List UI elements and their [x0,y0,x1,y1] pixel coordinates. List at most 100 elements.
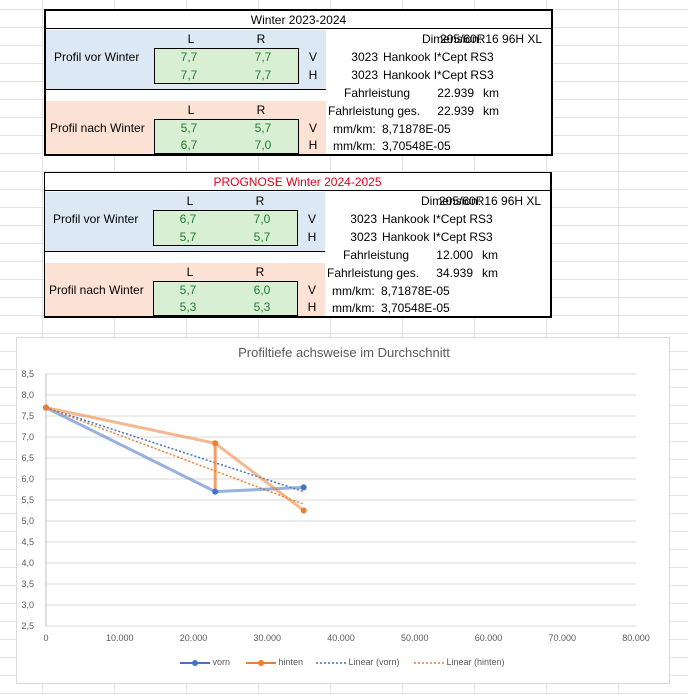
unit-km: km [483,104,499,118]
pos-v: V [307,212,316,226]
before-v-r: 7,0 [253,212,271,226]
legend-label: Linear (vorn) [348,657,400,667]
col-l-header: L [186,265,194,279]
mmkm-label: mm/km: [333,122,376,136]
pos-h: H [308,68,318,82]
before-label: Profil vor Winter [54,50,140,64]
mmkm-value: 8,71878E-05 [382,122,451,136]
winter-table-2: PROGNOSE Winter 2024-2025 L R Profil vor… [44,172,552,318]
before-h-l: 5,7 [179,230,197,244]
after-h-r: 5,3 [253,300,271,314]
col-r-header: R [255,265,265,279]
pos-h: H [307,300,317,314]
data-point-vorn [300,484,307,491]
col-r-header: R [256,32,266,46]
after-label: Profil nach Winter [49,283,144,297]
after-h-r: 7,0 [254,138,272,152]
dimension-label: Dimension: [420,194,481,208]
fahrleistung-ges-label: Fahrleistung ges. [327,266,420,280]
dimension-label: Dimension: [421,32,482,46]
pos-h: H [308,138,318,152]
before-v-l: 6,7 [179,212,197,226]
winter-table-1: Winter 2023-2024 L R Profil vor Winter 7… [44,9,553,156]
mmkm-label: mm/km: [332,284,375,298]
fahrleistung-ges-value: 34.939 [436,266,473,280]
tire-code: 3023 [350,212,377,226]
x-tick-label: 20.000 [180,633,208,643]
pos-v: V [308,50,317,64]
legend-line-icon [246,659,276,666]
col-l-header: L [187,103,195,117]
series-line-hinten [45,406,305,512]
col-r-header: R [255,194,265,208]
y-tick-label: 8,5 [21,369,34,379]
y-tick-label: 5,0 [21,516,34,526]
x-tick-label: 40.000 [327,633,355,643]
dimension-value: 205/60R16 96H XL [440,32,543,46]
fahrleistung-label: Fahrleistung [344,86,411,100]
before-values [153,210,298,246]
before-h-r: 7,7 [254,68,272,82]
after-v-r: 5,7 [254,121,272,135]
before-h-r: 5,7 [253,230,271,244]
legend-linear-vorn: Linear (vorn) [316,656,400,669]
tire-code: 3023 [350,230,377,244]
x-tick-label: 0 [43,633,48,643]
legend-dotted-icon [414,661,444,664]
x-tick-label: 30.000 [253,633,281,643]
tire-name: Hankook I*Cept RS3 [382,230,493,244]
y-tick-label: 4,5 [21,537,34,547]
y-tick-label: 5,5 [21,495,34,505]
tire-name: Hankook I*Cept RS3 [382,212,493,226]
legend-linear-hinten: Linear (hinten) [414,656,505,669]
y-tick-label: 8,0 [21,390,34,400]
y-tick-label: 3,5 [21,579,34,589]
pos-v: V [307,283,316,297]
after-v-l: 5,7 [180,121,198,135]
fahrleistung-label: Fahrleistung [343,248,410,262]
after-v-l: 5,7 [179,283,197,297]
table-title: Winter 2023-2024 [46,11,551,29]
dimension-value: 205/60R16 96H XL [439,194,542,208]
x-tick-label: 50.000 [401,633,429,643]
unit-km: km [483,86,499,100]
tire-name: Hankook I*Cept RS3 [383,68,494,82]
pos-h: H [307,230,317,244]
x-tick-label: 10.000 [106,633,134,643]
before-v-r: 7,7 [254,50,272,64]
legend-hinten: hinten [246,656,303,669]
x-tick-label: 70.000 [548,633,576,643]
fahrleistung-ges-value: 22.939 [437,104,474,118]
y-tick-label: 3,0 [21,600,34,610]
legend-vorn: vorn [180,656,230,669]
data-point-hinten [212,440,219,447]
unit-km: km [482,248,498,262]
mmkm-label: mm/km: [333,139,376,153]
fahrleistung-value: 22.939 [437,86,474,100]
after-values [154,119,299,154]
before-label: Profil vor Winter [53,212,139,226]
legend-dotted-icon [316,661,346,664]
legend-label: vorn [212,657,231,667]
before-v-l: 7,7 [180,50,198,64]
col-l-header: L [187,32,195,46]
mmkm-value: 3,70548E-05 [381,301,450,315]
y-tick-label: 6,0 [21,474,34,484]
data-point-vorn [212,488,219,495]
after-v-r: 6,0 [253,283,271,297]
tire-name: Hankook I*Cept RS3 [383,50,494,64]
y-tick-label: 7,0 [21,432,34,442]
y-tick-label: 7,5 [21,411,34,421]
chart-title: Profiltiefe achsweise im Durchschnitt [238,345,450,360]
y-tick-label: 2,5 [21,621,34,631]
mmkm-value: 8,71878E-05 [381,284,450,298]
before-values [154,48,299,84]
mmkm-label: mm/km: [332,301,375,315]
x-tick-label: 60.000 [475,633,503,643]
y-tick-label: 4,0 [21,558,34,568]
table-title: PROGNOSE Winter 2024-2025 [45,173,550,191]
mmkm-value: 3,70548E-05 [382,139,451,153]
legend-line-icon [180,659,210,666]
after-h-l: 5,3 [179,300,197,314]
tire-code: 3023 [351,68,378,82]
